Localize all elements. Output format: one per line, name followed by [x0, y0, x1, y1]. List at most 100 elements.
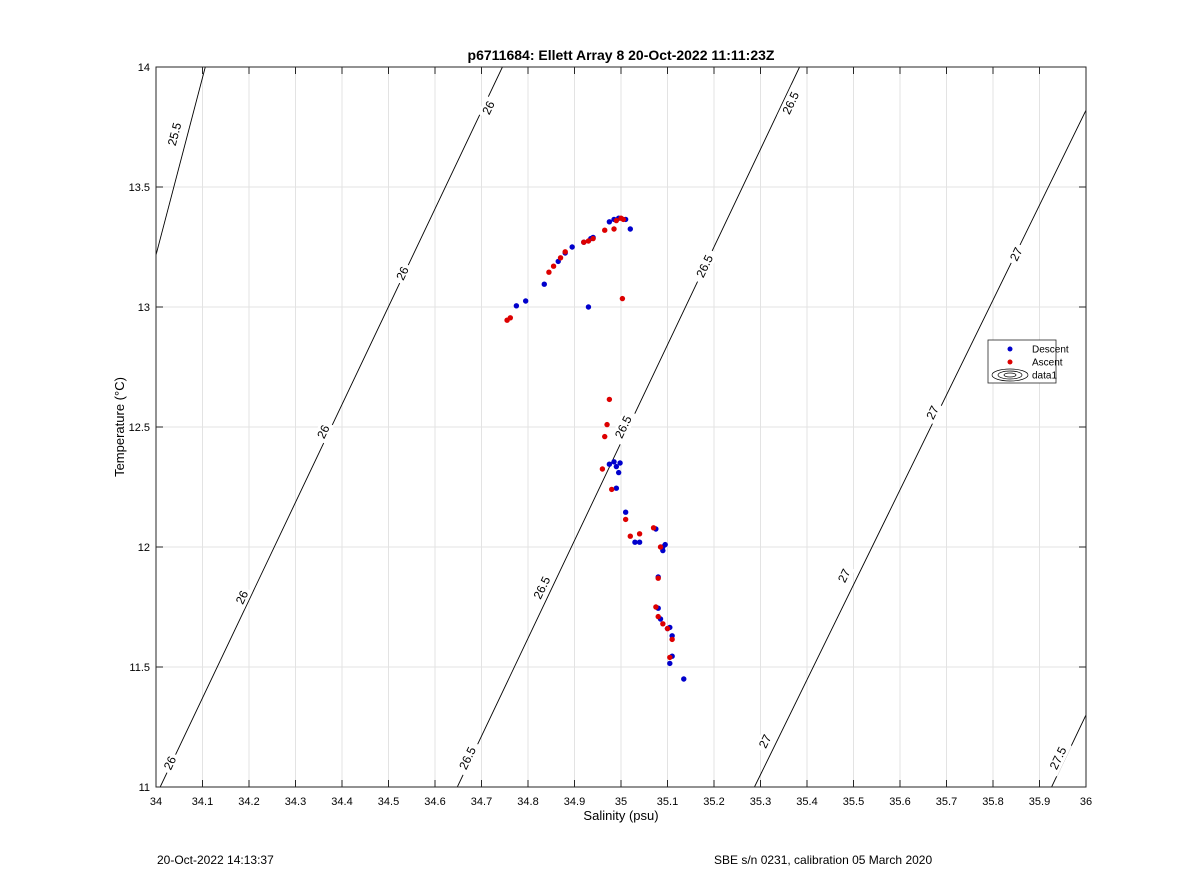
legend-contour-ring — [1003, 372, 1017, 378]
ascent-point — [546, 269, 552, 275]
descent-point — [611, 459, 617, 465]
legend-contour-icon — [991, 368, 1029, 382]
data-points — [504, 215, 687, 682]
legend: Descent Ascent data1 — [987, 339, 1069, 384]
ascent-point — [655, 575, 661, 581]
descent-point — [513, 303, 520, 309]
descent-point — [636, 539, 643, 545]
y-tick-label: 13 — [138, 302, 150, 314]
contour-label: 26 — [314, 422, 333, 440]
y-tick-label: 11 — [139, 782, 150, 794]
ascent-point — [611, 226, 617, 232]
contour-label-bg — [833, 563, 855, 588]
contour-label-bg — [477, 95, 500, 120]
x-tick-label: 34.8 — [517, 796, 538, 808]
contour-label-bg — [163, 115, 186, 153]
x-tick-label: 35.1 — [657, 796, 678, 808]
contour-label-bg — [921, 400, 944, 425]
ascent-point — [562, 249, 568, 255]
descent-point — [613, 485, 620, 491]
contour-label-bg — [609, 408, 637, 446]
contour-label-bg — [159, 750, 181, 776]
x-tick-label: 35.9 — [1029, 796, 1050, 808]
x-tick-label: 34.3 — [285, 796, 306, 808]
descent-point — [522, 298, 529, 304]
x-tick-label: 34.2 — [238, 796, 259, 808]
contour-label: 27 — [1007, 245, 1026, 263]
x-tick-label: 35.5 — [843, 796, 864, 808]
contour-label: 25.5 — [165, 121, 185, 147]
x-tick-label: 35.2 — [703, 796, 724, 808]
legend-marker-ascent — [1007, 359, 1013, 365]
descent-point — [632, 539, 638, 545]
ascent-point — [636, 531, 643, 537]
legend-label: Ascent — [1032, 358, 1063, 369]
descent-point — [613, 463, 620, 470]
legend-contour-ring — [997, 370, 1023, 380]
axis-ticks: 34 34.1 34.2 34.3 34.4 34.5 34.6 34.7 34.8 34.9 35… — [129, 62, 1093, 808]
contour-label-bg — [1044, 739, 1072, 777]
contour-labels: 25.5262626262626.526.526.526.526.5272727… — [159, 84, 1072, 777]
x-tick-label: 35.7 — [936, 796, 957, 808]
ascent-point — [613, 217, 620, 224]
legend-label: Descent — [1032, 345, 1069, 356]
legend-box — [987, 339, 1057, 384]
x-tick-label: 36 — [1080, 796, 1092, 808]
contour-label-bg — [391, 261, 414, 286]
x-tick-label: 34.6 — [424, 796, 445, 808]
ascent-point — [606, 396, 613, 403]
ascent-point — [627, 533, 633, 539]
footer-timestamp: 20-Oct-2022 14:13:37 — [157, 853, 274, 867]
ascent-point — [620, 216, 627, 223]
contour-label: 27 — [756, 732, 775, 750]
contour-label: 27 — [923, 403, 942, 421]
y-axis-label: Temperature (°C) — [112, 377, 127, 477]
descent-point — [681, 676, 687, 682]
contour-label-bg — [754, 729, 776, 754]
ascent-point — [650, 525, 657, 531]
ascent-point — [657, 544, 664, 550]
y-tick-label: 11.5 — [129, 662, 150, 674]
ascent-point — [667, 654, 673, 661]
descent-point — [622, 509, 629, 515]
x-tick-label: 35.6 — [889, 796, 910, 808]
x-tick-label: 35.4 — [796, 796, 817, 808]
x-tick-label: 34.5 — [378, 796, 399, 808]
contour-label-bg — [1005, 242, 1027, 267]
contour-label: 26 — [233, 588, 252, 606]
ascent-point — [622, 516, 629, 523]
contour-label-bg — [453, 739, 482, 777]
ascent-point — [669, 636, 675, 643]
legend-label: data1 — [1032, 371, 1057, 382]
ascent-point — [590, 235, 596, 242]
contour-25-5 — [156, 67, 206, 257]
ascent-point — [557, 255, 564, 261]
ascent-point — [507, 315, 514, 321]
ascent-point — [619, 295, 626, 302]
descent-point — [662, 541, 668, 548]
x-tick-label: 34.1 — [192, 796, 213, 808]
descent-point — [627, 226, 633, 232]
x-tick-label: 34.7 — [471, 796, 492, 808]
ascent-point — [599, 466, 606, 472]
ascent-point — [602, 227, 608, 233]
descent-point — [617, 460, 623, 466]
ascent-point — [581, 239, 587, 245]
y-tick-label: 12.5 — [129, 422, 150, 434]
descent-point — [667, 660, 673, 667]
ascent-point — [655, 613, 661, 620]
ascent-point — [660, 621, 666, 627]
x-tick-label: 35.3 — [750, 796, 771, 808]
contour-label-bg — [231, 585, 253, 610]
descent-point — [606, 219, 613, 225]
contour-label: 26 — [161, 754, 180, 772]
ascent-point — [604, 421, 610, 428]
ascent-point — [585, 238, 592, 244]
contour-label-bg — [528, 569, 556, 607]
chart-title: p6711684: Ellett Array 8 20-Oct-2022 11:… — [468, 47, 775, 63]
descent-point — [606, 461, 613, 467]
ascent-point — [550, 263, 557, 269]
x-tick-label: 34.4 — [331, 796, 352, 808]
legend-contour-ring — [991, 368, 1029, 382]
